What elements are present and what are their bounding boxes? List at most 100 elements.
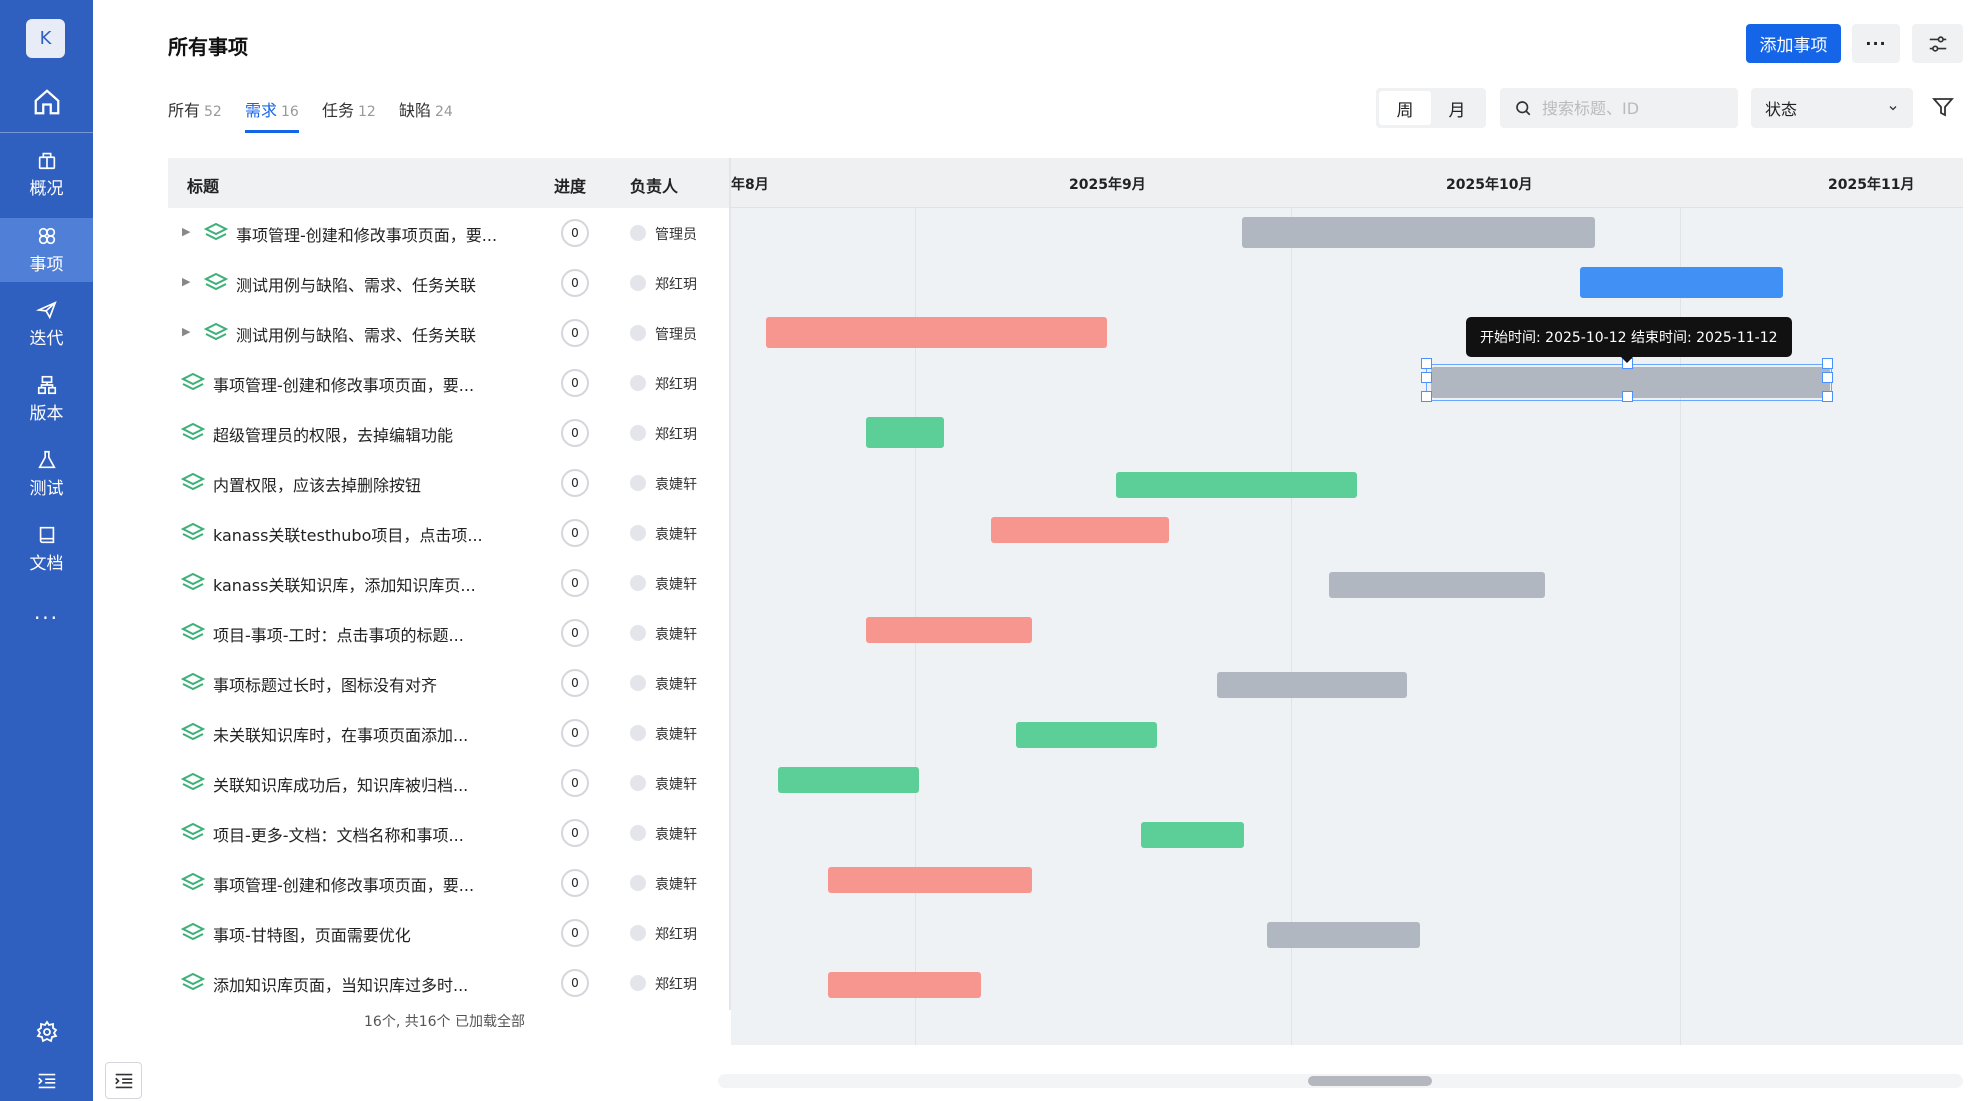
row-owner: 袁婕轩 [655,477,697,493]
table-row[interactable]: 项目-事项-工时：点击事项的标题... 0 袁婕轩 [168,608,730,658]
gantt-bar[interactable] [991,517,1169,543]
settings-sliders-button[interactable] [1912,24,1963,63]
gantt-bar[interactable] [1016,722,1157,748]
gantt-bar[interactable] [1217,672,1407,698]
gantt-timeline-header: 年8月 2025年9月 2025年10月 2025年11月 [731,158,1963,208]
row-owner: 袁婕轩 [655,727,697,743]
gantt-bar[interactable] [1267,922,1420,948]
sidebar-item-work-items[interactable]: 事项 [0,218,93,282]
home-icon [34,89,59,115]
row-title[interactable]: 未关联知识库时，在事项页面添加... [213,726,469,745]
gantt-bar[interactable] [866,617,1032,643]
gantt-bar[interactable] [1329,572,1545,598]
tab-label: 缺陷 [399,101,432,120]
table-row[interactable]: 事项管理-创建和修改事项页面，要... 0 郑红玥 [168,358,730,408]
resize-handle[interactable] [1822,358,1833,369]
month-view-button[interactable]: 月 [1448,100,1466,121]
table-row[interactable]: kanass关联知识库，添加知识库页... 0 袁婕轩 [168,558,730,608]
row-title[interactable]: 事项管理-创建和修改事项页面，要... [213,376,475,395]
sidebar-item-docs[interactable]: 文档 [0,517,93,581]
sidebar-item-test[interactable]: 测试 [0,442,93,506]
panel-collapse-button[interactable] [105,1062,142,1099]
table-row[interactable]: 事项-甘特图，页面需要优化 0 郑红玥 [168,908,730,958]
expand-caret-icon[interactable]: ▶ [182,275,191,288]
gantt-bar[interactable] [828,867,1032,893]
sidebar-item-version[interactable]: 版本 [0,367,93,431]
resize-handle[interactable] [1421,358,1432,369]
status-select[interactable]: 状态 [1751,88,1913,128]
row-title[interactable]: 添加知识库页面，当知识库过多时... [213,976,469,995]
gantt-bar[interactable] [1141,822,1244,848]
requirement-type-icon [180,922,206,948]
row-title[interactable]: 关联知识库成功后，知识库被归档... [213,776,469,795]
filter-button[interactable] [1931,95,1955,123]
gantt-bar[interactable] [1580,267,1783,298]
resize-handle[interactable] [1822,372,1833,383]
resize-handle[interactable] [1822,391,1833,402]
row-owner: 袁婕轩 [655,777,697,793]
table-row[interactable]: ▶ 测试用例与缺陷、需求、任务关联 0 郑红玥 [168,258,730,308]
tab-requirements[interactable]: 需求 16 [245,97,299,133]
row-title[interactable]: 事项管理-创建和修改事项页面，要... [213,876,475,895]
row-title[interactable]: 项目-事项-工时：点击事项的标题... [213,626,464,645]
scrollbar-thumb[interactable] [1308,1076,1432,1086]
gantt-bar[interactable] [828,972,981,998]
overview-icon [38,152,55,170]
table-row[interactable]: 添加知识库页面，当知识库过多时... 0 郑红玥 [168,958,730,1008]
more-button[interactable]: ··· [1852,24,1900,63]
sidebar-item-sprint[interactable]: 迭代 [0,292,93,356]
project-avatar[interactable]: K [26,19,65,58]
table-footer: 16个, 共16个 已加载全部 [364,1014,525,1030]
column-header-owner: 负责人 [630,177,679,196]
table-row[interactable]: 事项标题过长时，图标没有对齐 0 袁婕轩 [168,658,730,708]
settings-button[interactable] [0,1020,93,1044]
row-title[interactable]: 内置权限，应该去掉删除按钮 [213,476,422,495]
table-row[interactable]: 内置权限，应该去掉删除按钮 0 袁婕轩 [168,458,730,508]
expand-caret-icon[interactable]: ▶ [182,225,191,238]
gantt-bar[interactable] [1242,217,1595,248]
splitter[interactable] [729,158,731,1010]
row-title[interactable]: 事项标题过长时，图标没有对齐 [213,676,438,695]
progress-circle: 0 [561,819,589,847]
row-title[interactable]: 超级管理员的权限，去掉编辑功能 [213,426,454,445]
row-title[interactable]: 事项管理-创建和修改事项页面，要... [236,226,498,245]
sidebar-collapse-button[interactable] [0,1070,93,1092]
resize-handle[interactable] [1421,372,1432,383]
gantt-bar[interactable] [766,317,1107,348]
row-title[interactable]: 项目-更多-文档：文档名称和事项... [213,826,464,845]
table-row[interactable]: 未关联知识库时，在事项页面添加... 0 袁婕轩 [168,708,730,758]
gantt-bar[interactable] [778,767,919,793]
sidebar-item-label: 事项 [29,255,64,275]
tab-count: 12 [358,104,376,120]
row-owner: 袁婕轩 [655,527,697,543]
tab-all[interactable]: 所有 52 [168,97,222,133]
home-button[interactable] [0,74,93,130]
row-title[interactable]: 测试用例与缺陷、需求、任务关联 [236,326,477,345]
row-title[interactable]: kanass关联知识库，添加知识库页... [213,576,476,595]
table-row[interactable]: 事项管理-创建和修改事项页面，要... 0 袁婕轩 [168,858,730,908]
gantt-bar[interactable] [1116,472,1357,498]
table-row[interactable]: kanass关联testhubo项目，点击项... 0 袁婕轩 [168,508,730,558]
table-row[interactable]: ▶ 测试用例与缺陷、需求、任务关联 0 管理员 [168,308,730,358]
table-row[interactable]: 项目-更多-文档：文档名称和事项... 0 袁婕轩 [168,808,730,858]
row-title[interactable]: 测试用例与缺陷、需求、任务关联 [236,276,477,295]
tab-tasks[interactable]: 任务 12 [322,97,376,133]
document-icon [39,526,54,544]
sidebar-item-overview[interactable]: 概况 [0,142,93,206]
gantt-month-label: 2025年9月 [1069,177,1146,193]
resize-handle[interactable] [1421,391,1432,402]
sidebar-more-button[interactable]: ··· [33,606,60,630]
row-title[interactable]: kanass关联testhubo项目，点击项... [213,526,483,545]
row-title[interactable]: 事项-甘特图，页面需要优化 [213,926,411,945]
avatar [630,525,646,541]
table-row[interactable]: 关联知识库成功后，知识库被归档... 0 袁婕轩 [168,758,730,808]
resize-handle[interactable] [1622,391,1633,402]
gantt-bar[interactable] [866,417,944,448]
week-view-button[interactable]: 周 [1379,91,1431,125]
table-row[interactable]: 超级管理员的权限，去掉编辑功能 0 郑红玥 [168,408,730,458]
tab-defects[interactable]: 缺陷 24 [399,97,453,133]
search-input[interactable] [1542,98,1722,118]
expand-caret-icon[interactable]: ▶ [182,325,191,338]
add-item-button[interactable]: 添加事项 [1746,24,1841,63]
table-row[interactable]: ▶ 事项管理-创建和修改事项页面，要... 0 管理员 [168,208,730,258]
